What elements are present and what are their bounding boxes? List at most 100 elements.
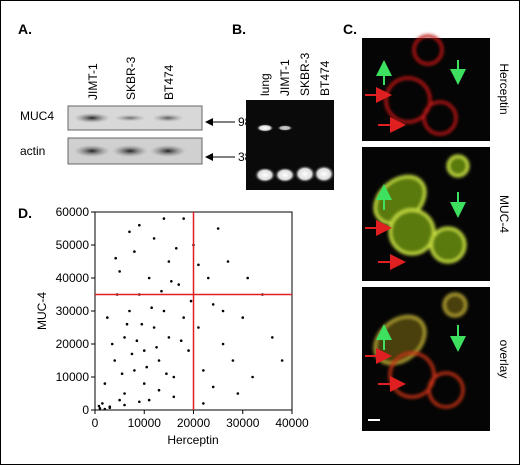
y-tick-label: 20000: [56, 337, 90, 351]
band: [74, 113, 110, 123]
band: [112, 145, 148, 157]
point: [118, 270, 121, 273]
point: [221, 342, 225, 346]
band: [313, 165, 335, 183]
point: [145, 365, 149, 369]
point: [231, 359, 235, 362]
band: [74, 145, 110, 157]
point: [226, 260, 230, 263]
point: [98, 407, 102, 410]
point: [147, 276, 151, 280]
point: [216, 227, 220, 230]
point: [150, 306, 153, 310]
point: [167, 336, 171, 339]
band: [274, 167, 296, 183]
point: [138, 223, 141, 227]
y-axis-label: MUC-4: [35, 292, 49, 330]
point: [202, 402, 205, 405]
lane-label: lung: [258, 73, 272, 96]
point: [197, 263, 200, 267]
micrograph: [362, 147, 490, 281]
panel-label: C.: [343, 21, 357, 37]
point: [103, 407, 107, 411]
row-label: MUC4: [20, 109, 54, 123]
point: [113, 359, 116, 362]
point: [251, 375, 254, 379]
point: [246, 276, 249, 280]
point: [120, 372, 124, 376]
point: [174, 247, 178, 250]
point: [179, 339, 183, 343]
point: [106, 316, 109, 319]
point: [123, 336, 126, 339]
image-label: Herceptin: [497, 63, 511, 114]
x-tick-label: 20000: [177, 416, 211, 430]
point: [97, 404, 101, 408]
point: [280, 359, 284, 362]
point: [128, 230, 131, 234]
point: [165, 372, 168, 376]
image-label: MUC-4: [497, 195, 511, 233]
point: [177, 283, 181, 286]
point: [236, 392, 240, 395]
y-tick-label: 0: [82, 403, 89, 417]
point: [118, 398, 121, 402]
point: [142, 382, 146, 385]
point: [133, 250, 136, 253]
lane-label: SKBR-3: [298, 52, 312, 96]
point: [140, 322, 144, 326]
lane-label: BT474: [162, 64, 176, 100]
lane-label: JIMT-1: [86, 63, 100, 100]
band: [256, 124, 274, 132]
point: [155, 346, 158, 349]
point: [110, 342, 114, 346]
point: [114, 256, 117, 260]
point: [101, 402, 104, 405]
point: [128, 309, 131, 313]
point: [125, 322, 129, 326]
point: [271, 336, 274, 339]
point: [157, 388, 161, 392]
point: [167, 260, 171, 263]
point: [108, 406, 112, 409]
point: [130, 352, 134, 356]
point: [138, 400, 141, 404]
panel-label: D.: [18, 205, 32, 221]
point: [133, 369, 136, 372]
y-tick-label: 50000: [56, 238, 90, 252]
panel-label: A.: [18, 21, 32, 37]
point: [202, 369, 205, 372]
point: [135, 339, 139, 343]
point: [157, 359, 161, 362]
lane-label: BT474: [318, 60, 332, 96]
point: [206, 276, 210, 280]
point: [152, 326, 156, 329]
point: [123, 403, 126, 407]
point: [162, 309, 166, 313]
point: [182, 217, 185, 220]
y-tick-label: 60000: [56, 205, 90, 219]
band: [152, 114, 184, 122]
micrograph: [362, 287, 490, 431]
point: [152, 237, 156, 240]
image-label: overlay: [497, 340, 511, 379]
y-tick-label: 30000: [56, 304, 90, 318]
point: [170, 280, 173, 283]
band: [254, 167, 276, 183]
point: [172, 375, 176, 379]
panel-label: B.: [232, 21, 246, 37]
x-tick-label: 0: [92, 416, 99, 430]
point: [221, 309, 225, 313]
point: [172, 395, 176, 399]
y-tick-label: 10000: [56, 370, 90, 384]
point: [197, 326, 200, 329]
point: [142, 349, 146, 352]
point: [187, 349, 190, 352]
point: [211, 385, 215, 389]
point: [241, 316, 245, 319]
y-tick-label: 40000: [56, 271, 90, 285]
point: [147, 398, 151, 402]
micrograph: [362, 34, 490, 141]
x-tick-label: 40000: [275, 416, 309, 430]
